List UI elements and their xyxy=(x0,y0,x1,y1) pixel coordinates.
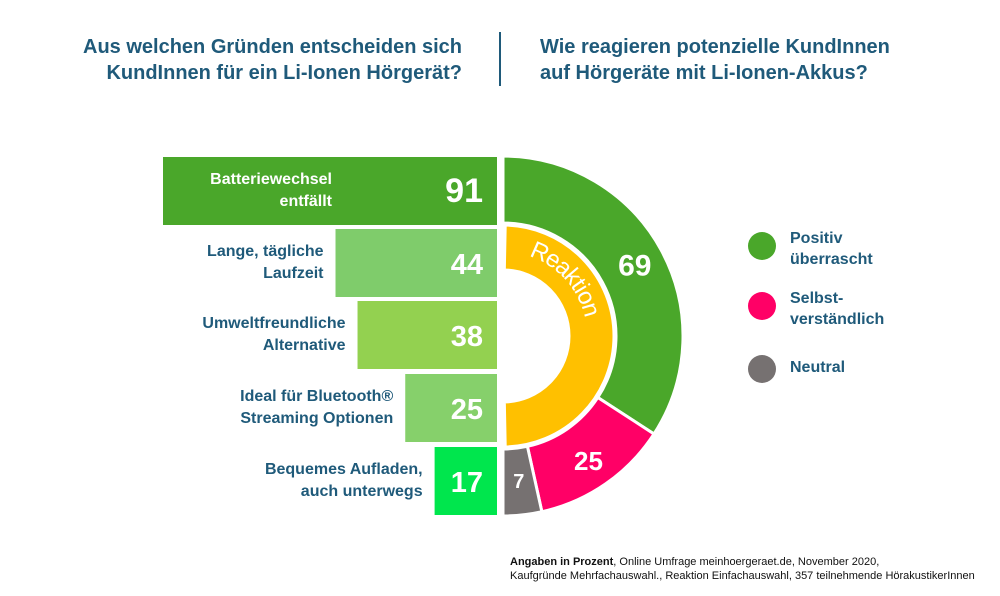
footnote: Angaben in Prozent, Online Umfrage meinh… xyxy=(510,556,975,582)
pie-value-2: 25 xyxy=(574,446,603,476)
title-divider xyxy=(499,32,501,86)
bar-1 xyxy=(163,157,497,225)
pie-value-3: 7 xyxy=(513,471,524,493)
legend-item-neutral: Neutral xyxy=(748,351,910,383)
bar-value-5: 17 xyxy=(451,467,483,499)
bar-label-3: Umweltfreundliche Alternative xyxy=(202,315,346,354)
legend-item-selbstverstaendlich: Selbst- verständlich xyxy=(748,288,910,330)
bar-value-1: 91 xyxy=(445,172,483,210)
bar-label-4: Ideal für Bluetooth® Streaming Optionen xyxy=(240,388,394,427)
legend-dot-neutral xyxy=(748,355,776,383)
bar-2 xyxy=(335,229,497,297)
legend-item-positiv: Positiv überrascht xyxy=(748,228,910,270)
bar-value-4: 25 xyxy=(451,394,483,426)
bar-label-2: Lange, tägliche Laufzeit xyxy=(207,243,324,282)
bar-4 xyxy=(405,374,497,442)
pie-slice-3 xyxy=(501,444,544,518)
bar-value-3: 38 xyxy=(451,321,483,353)
legend-dot-selbstverstaendlich xyxy=(748,292,776,320)
right-title: Wie reagieren potenzielle KundInnen auf … xyxy=(540,36,890,84)
bar-value-2: 44 xyxy=(451,249,483,281)
bar-label-1: Batteriewechsel entfällt xyxy=(210,171,332,210)
bar-5 xyxy=(434,447,497,515)
reaktion-ring xyxy=(502,223,616,449)
pie-value-1: 69 xyxy=(618,249,651,282)
pie-slice-1 xyxy=(501,154,685,437)
bar-label-5: Bequemes Aufladen, auch unterwegs xyxy=(264,461,423,500)
left-title: Aus welchen Gründen entscheiden sich Kun… xyxy=(83,36,462,84)
bar-3 xyxy=(357,301,497,369)
legend-dot-positiv xyxy=(748,232,776,260)
